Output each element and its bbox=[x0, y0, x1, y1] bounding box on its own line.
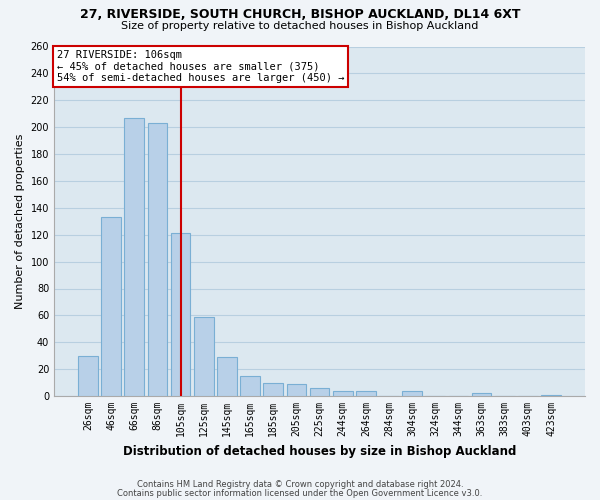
Bar bbox=[356, 390, 376, 396]
Bar bbox=[287, 384, 306, 396]
Bar bbox=[194, 316, 214, 396]
Text: 27 RIVERSIDE: 106sqm
← 45% of detached houses are smaller (375)
54% of semi-deta: 27 RIVERSIDE: 106sqm ← 45% of detached h… bbox=[56, 50, 344, 83]
Bar bbox=[78, 356, 98, 396]
Text: Contains public sector information licensed under the Open Government Licence v3: Contains public sector information licen… bbox=[118, 488, 482, 498]
Bar bbox=[124, 118, 144, 396]
Bar bbox=[171, 234, 190, 396]
Bar bbox=[263, 382, 283, 396]
Bar bbox=[101, 217, 121, 396]
Y-axis label: Number of detached properties: Number of detached properties bbox=[15, 134, 25, 309]
Text: Contains HM Land Registry data © Crown copyright and database right 2024.: Contains HM Land Registry data © Crown c… bbox=[137, 480, 463, 489]
Bar bbox=[402, 390, 422, 396]
Bar bbox=[333, 390, 353, 396]
Bar bbox=[310, 388, 329, 396]
Bar bbox=[240, 376, 260, 396]
Text: 27, RIVERSIDE, SOUTH CHURCH, BISHOP AUCKLAND, DL14 6XT: 27, RIVERSIDE, SOUTH CHURCH, BISHOP AUCK… bbox=[80, 8, 520, 22]
Bar bbox=[217, 357, 237, 396]
Bar bbox=[148, 123, 167, 396]
Text: Size of property relative to detached houses in Bishop Auckland: Size of property relative to detached ho… bbox=[121, 21, 479, 31]
Bar bbox=[541, 394, 561, 396]
Bar bbox=[472, 394, 491, 396]
X-axis label: Distribution of detached houses by size in Bishop Auckland: Distribution of detached houses by size … bbox=[123, 444, 516, 458]
